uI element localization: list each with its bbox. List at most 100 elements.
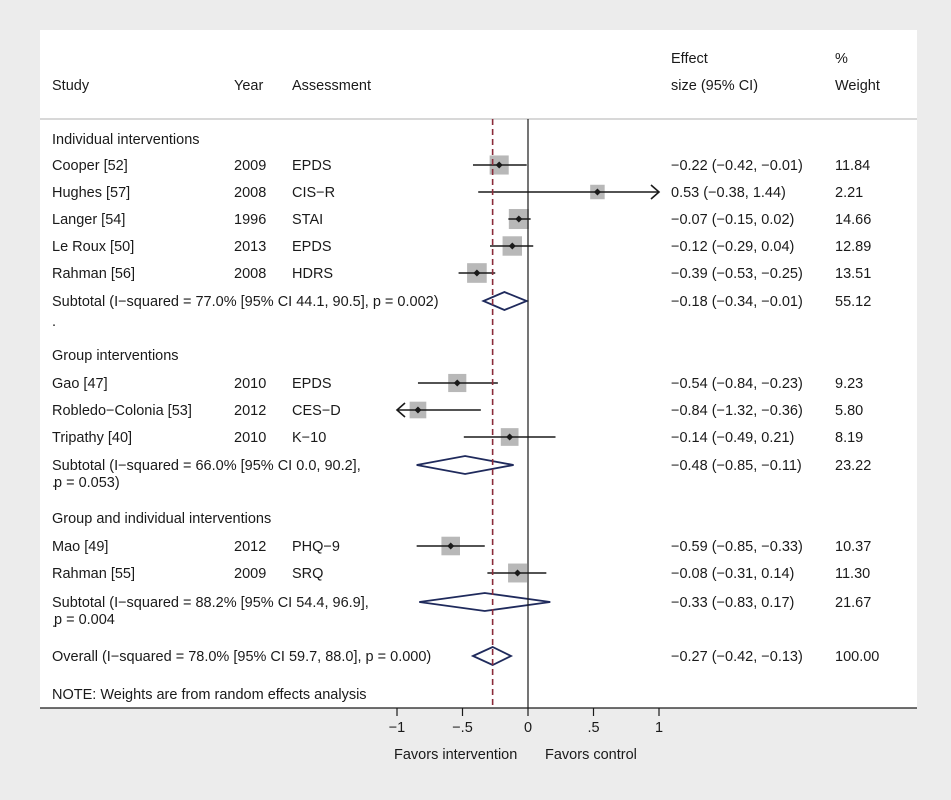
study-weight: 12.89 (835, 239, 871, 255)
study-year: 2010 (234, 376, 266, 392)
subtotal-diamond (481, 291, 530, 311)
study-weight: 11.30 (835, 566, 870, 582)
x-tick-label: −1 (389, 720, 406, 736)
group-spacer: . (52, 475, 56, 491)
overall-effect-ci: −0.27 (−0.42, −0.13) (671, 649, 803, 665)
subtotal-label: p = 0.004 (54, 612, 115, 628)
x-tick-label: 1 (655, 720, 663, 736)
study-name: Mao [49] (52, 539, 108, 555)
x-tick-label: −.5 (452, 720, 473, 736)
study-effect-ci: −0.84 (−1.32, −0.36) (671, 403, 803, 419)
study-weight: 5.80 (835, 403, 863, 419)
study-effect-ci: −0.54 (−0.84, −0.23) (671, 376, 803, 392)
study-name: Cooper [52] (52, 158, 128, 174)
header-weight-line1: % (835, 51, 848, 67)
study-assessment: CES−D (292, 403, 341, 419)
study-year: 2012 (234, 403, 266, 419)
point-estimate (508, 242, 516, 250)
ci-arrow-right (650, 184, 661, 200)
subtotal-diamond (419, 592, 551, 612)
rows-layer: Individual interventions Cooper [52] 2009 E… (52, 132, 879, 665)
subtotal-label: Subtotal (I−squared = 88.2% [95% CI 54.4… (52, 595, 369, 611)
point-estimate (514, 569, 522, 577)
study-name: Gao [47] (52, 376, 108, 392)
study-weight: 9.23 (835, 376, 863, 392)
study-weight: 2.21 (835, 185, 863, 201)
group-spacer: . (52, 615, 56, 631)
study-effect-ci: −0.14 (−0.49, 0.21) (671, 430, 794, 446)
study-effect-ci: −0.08 (−0.31, 0.14) (671, 566, 794, 582)
group-heading: Individual interventions (52, 132, 200, 148)
point-estimate (414, 406, 422, 414)
subtotal-weight: 55.12 (835, 294, 871, 310)
study-year: 2009 (234, 158, 266, 174)
header-effect-line1: Effect (671, 51, 708, 67)
subtotal-diamond (416, 455, 514, 475)
study-name: Langer [54] (52, 212, 125, 228)
study-assessment: HDRS (292, 266, 333, 282)
subtotal-effect-ci: −0.18 (−0.34, −0.01) (671, 294, 803, 310)
point-estimate (453, 379, 461, 387)
study-assessment: EPDS (292, 158, 332, 174)
marks-layer (395, 155, 661, 666)
subtotal-label: p = 0.053) (54, 475, 120, 491)
study-assessment: PHQ−9 (292, 539, 340, 555)
overall-weight: 100.00 (835, 649, 879, 665)
study-year: 2012 (234, 539, 266, 555)
study-assessment: EPDS (292, 239, 332, 255)
header-assessment: Assessment (292, 78, 371, 94)
subtotal-weight: 21.67 (835, 595, 871, 611)
group-spacer: . (52, 314, 56, 330)
point-estimate (495, 161, 503, 169)
study-assessment: K−10 (292, 430, 326, 446)
study-year: 2008 (234, 266, 266, 282)
x-tick-label: .5 (587, 720, 599, 736)
study-name: Robledo−Colonia [53] (52, 403, 192, 419)
header-year: Year (234, 78, 263, 94)
study-year: 2010 (234, 430, 266, 446)
study-name: Le Roux [50] (52, 239, 134, 255)
subtotal-weight: 23.22 (835, 458, 871, 474)
study-effect-ci: −0.12 (−0.29, 0.04) (671, 239, 794, 255)
study-weight: 13.51 (835, 266, 871, 282)
study-effect-ci: −0.07 (−0.15, 0.02) (671, 212, 794, 228)
point-estimate (506, 433, 514, 441)
study-name: Rahman [56] (52, 266, 135, 282)
x-label-favors-control: Favors control (545, 747, 637, 763)
study-effect-ci: −0.39 (−0.53, −0.25) (671, 266, 803, 282)
study-assessment: STAI (292, 212, 323, 228)
subtotal-effect-ci: −0.48 (−0.85, −0.11) (671, 458, 802, 474)
study-year: 2008 (234, 185, 266, 201)
study-weight: 11.84 (835, 158, 870, 174)
point-estimate (447, 542, 455, 550)
study-year: 2009 (234, 566, 266, 582)
study-weight: 10.37 (835, 539, 871, 555)
study-name: Rahman [55] (52, 566, 135, 582)
study-name: Tripathy [40] (52, 430, 132, 446)
header-weight-line2: Weight (835, 78, 880, 94)
study-assessment: EPDS (292, 376, 332, 392)
subtotal-effect-ci: −0.33 (−0.83, 0.17) (671, 595, 794, 611)
footnote: NOTE: Weights are from random effects an… (52, 687, 367, 703)
overall-diamond (470, 646, 514, 666)
study-year: 2013 (234, 239, 266, 255)
x-tick-label: 0 (524, 720, 532, 736)
point-estimate (515, 215, 523, 223)
study-effect-ci: −0.59 (−0.85, −0.33) (671, 539, 803, 555)
subtotal-label: Subtotal (I−squared = 77.0% [95% CI 44.1… (52, 294, 439, 310)
study-effect-ci: −0.22 (−0.42, −0.01) (671, 158, 803, 174)
header-effect-line2: size (95% CI) (671, 78, 758, 94)
group-heading: Group and individual interventions (52, 511, 271, 527)
group-heading: Group interventions (52, 348, 179, 364)
study-assessment: CIS−R (292, 185, 335, 201)
x-axis: −1 −.5 0 .5 1 (389, 708, 663, 736)
point-estimate (593, 188, 601, 196)
header-study: Study (52, 78, 90, 94)
subtotal-label: Subtotal (I−squared = 66.0% [95% CI 0.0,… (52, 458, 361, 474)
study-year: 1996 (234, 212, 266, 228)
study-name: Hughes [57] (52, 185, 130, 201)
x-label-favors-intervention: Favors intervention (394, 747, 517, 763)
point-estimate (473, 269, 481, 277)
study-weight: 8.19 (835, 430, 863, 446)
